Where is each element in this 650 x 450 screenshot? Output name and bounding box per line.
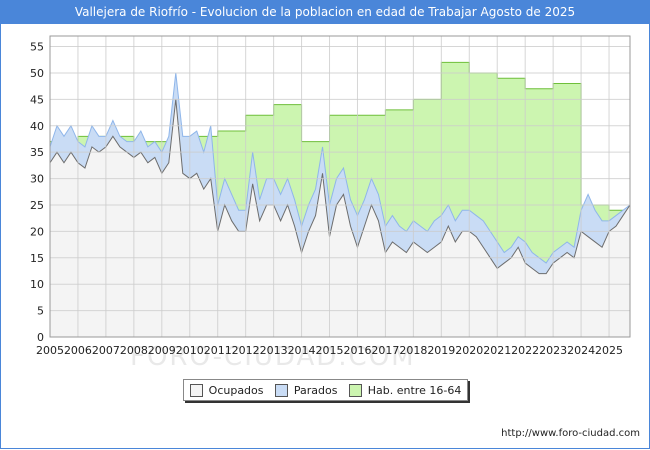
x-tick-label: 2006: [64, 344, 92, 357]
area-ocupados: [50, 99, 630, 337]
source-link[interactable]: http://www.foro-ciudad.com: [501, 428, 640, 439]
y-tick-label: 10: [30, 278, 44, 291]
x-tick-label: 2012: [232, 344, 260, 357]
x-tick-label: 2007: [92, 344, 120, 357]
area-ocupados-line: [49, 99, 631, 275]
x-tick-label: 2017: [371, 344, 399, 357]
x-tick-label: 2022: [511, 344, 539, 357]
x-tick-label: 2021: [483, 344, 511, 357]
x-tick-label: 2008: [120, 344, 148, 357]
x-tick-label: 2025: [595, 344, 623, 357]
chart-legend: Ocupados Parados Hab. entre 16-64: [183, 379, 468, 401]
x-tick-label: 2020: [455, 344, 483, 357]
legend-item-parados: Parados: [274, 383, 338, 397]
legend-label-ocupados: Ocupados: [208, 383, 264, 397]
x-tick-label: 2016: [343, 344, 371, 357]
watermark: FORO-CIUDAD.COM: [130, 342, 416, 372]
legend-item-ocupados: Ocupados: [189, 383, 264, 397]
legend-label-parados: Parados: [293, 383, 338, 397]
y-tick-label: 5: [37, 305, 44, 318]
legend-label-habitantes: Hab. entre 16-64: [367, 383, 462, 397]
y-tick-label: 40: [30, 120, 44, 133]
x-tick-label: 2010: [176, 344, 204, 357]
x-tick-label: 2018: [399, 344, 427, 357]
area-parados-line: [49, 72, 631, 264]
y-tick-label: 55: [30, 41, 44, 54]
y-tick-label: 35: [30, 146, 44, 159]
legend-item-habitantes: Hab. entre 16-64: [348, 383, 462, 397]
x-tick-label: 2023: [539, 344, 567, 357]
x-tick-label: 2024: [567, 344, 595, 357]
legend-swatch-habitantes: [348, 383, 362, 397]
y-tick-label: 20: [30, 225, 44, 238]
x-tick-label: 2005: [36, 344, 64, 357]
chart-title: Vallejera de Riofrío - Evolucion de la p…: [0, 0, 650, 24]
x-tick-label: 2015: [316, 344, 344, 357]
x-tick-label: 2014: [288, 344, 316, 357]
x-tick-label: 2011: [204, 344, 232, 357]
y-tick-label: 15: [30, 252, 44, 265]
y-tick-label: 30: [30, 173, 44, 186]
legend-swatch-parados: [274, 383, 288, 397]
y-tick-label: 0: [37, 331, 44, 344]
y-tick-label: 50: [30, 67, 44, 80]
y-tick-label: 45: [30, 93, 44, 106]
x-tick-label: 2019: [427, 344, 455, 357]
y-tick-label: 25: [30, 199, 44, 212]
x-tick-label: 2013: [260, 344, 288, 357]
x-tick-label: 2009: [148, 344, 176, 357]
legend-swatch-ocupados: [189, 383, 203, 397]
plot-border: [49, 35, 631, 338]
